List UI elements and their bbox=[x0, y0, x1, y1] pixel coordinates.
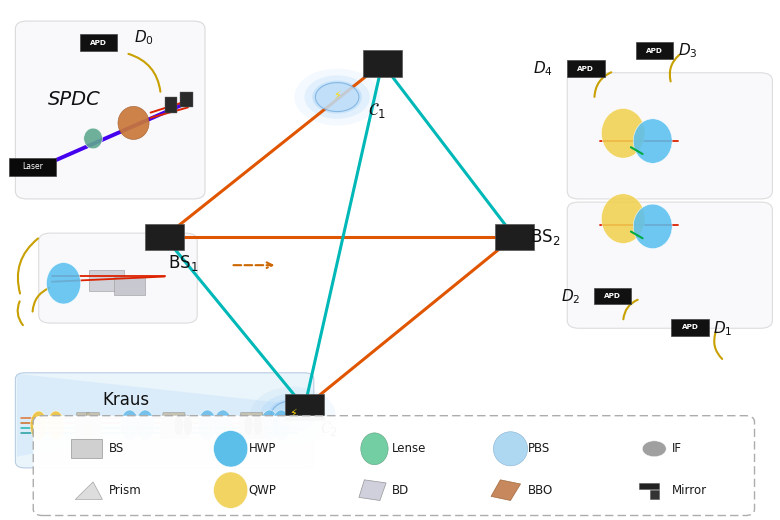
Text: $D_3$: $D_3$ bbox=[678, 41, 697, 60]
Ellipse shape bbox=[254, 415, 263, 436]
Circle shape bbox=[268, 399, 317, 432]
Bar bbox=[495, 224, 534, 250]
Text: BS$_2$: BS$_2$ bbox=[530, 227, 560, 246]
Text: $D_1$: $D_1$ bbox=[714, 319, 732, 337]
Bar bbox=[639, 483, 659, 489]
Ellipse shape bbox=[601, 109, 645, 158]
Ellipse shape bbox=[214, 431, 248, 467]
Polygon shape bbox=[160, 412, 188, 438]
Polygon shape bbox=[359, 480, 386, 501]
Bar bbox=[567, 60, 604, 77]
Ellipse shape bbox=[198, 410, 217, 441]
Text: SPDC: SPDC bbox=[48, 90, 101, 109]
Circle shape bbox=[294, 69, 380, 125]
Polygon shape bbox=[71, 439, 102, 458]
Text: APD: APD bbox=[682, 324, 698, 330]
Ellipse shape bbox=[120, 410, 139, 441]
Text: IF: IF bbox=[672, 443, 682, 456]
Ellipse shape bbox=[272, 410, 290, 441]
Text: HWP: HWP bbox=[249, 443, 276, 456]
Text: $D_4$: $D_4$ bbox=[534, 59, 553, 78]
Text: APD: APD bbox=[577, 66, 594, 72]
Ellipse shape bbox=[361, 433, 388, 465]
Ellipse shape bbox=[633, 119, 672, 163]
FancyBboxPatch shape bbox=[16, 373, 314, 468]
Text: QWP: QWP bbox=[249, 484, 276, 497]
Ellipse shape bbox=[633, 204, 672, 249]
FancyBboxPatch shape bbox=[567, 73, 772, 199]
Bar bbox=[145, 224, 184, 250]
Text: $\mathcal{C}_1$: $\mathcal{C}_1$ bbox=[368, 100, 386, 120]
FancyBboxPatch shape bbox=[567, 202, 772, 328]
Bar bbox=[363, 50, 402, 76]
Ellipse shape bbox=[214, 410, 232, 441]
Circle shape bbox=[315, 83, 359, 112]
Text: Prism: Prism bbox=[108, 484, 141, 497]
Bar bbox=[636, 42, 673, 59]
Ellipse shape bbox=[183, 415, 193, 436]
Circle shape bbox=[304, 75, 370, 119]
Text: BBO: BBO bbox=[528, 484, 554, 497]
Text: ⚡: ⚡ bbox=[333, 91, 341, 101]
Bar bbox=[650, 490, 659, 499]
Polygon shape bbox=[73, 412, 92, 438]
Bar bbox=[114, 277, 145, 295]
Text: $D_2$: $D_2$ bbox=[561, 287, 580, 306]
Text: $D_0$: $D_0$ bbox=[133, 28, 154, 47]
Text: APD: APD bbox=[646, 47, 663, 54]
Bar bbox=[594, 288, 631, 305]
Bar bbox=[285, 394, 324, 421]
Ellipse shape bbox=[83, 128, 102, 149]
Text: BS: BS bbox=[108, 443, 124, 456]
Bar bbox=[672, 319, 709, 335]
Ellipse shape bbox=[261, 410, 279, 441]
Ellipse shape bbox=[601, 194, 645, 243]
Polygon shape bbox=[238, 412, 266, 438]
FancyBboxPatch shape bbox=[34, 415, 754, 515]
Text: APD: APD bbox=[604, 293, 621, 299]
Polygon shape bbox=[491, 480, 520, 501]
Bar bbox=[165, 97, 177, 113]
Ellipse shape bbox=[47, 263, 80, 304]
Text: Lense: Lense bbox=[392, 443, 427, 456]
Ellipse shape bbox=[118, 107, 149, 139]
Ellipse shape bbox=[48, 411, 64, 440]
Text: Kraus: Kraus bbox=[102, 391, 150, 409]
Ellipse shape bbox=[642, 441, 666, 457]
Polygon shape bbox=[83, 412, 102, 438]
Text: APD: APD bbox=[90, 40, 107, 46]
Bar bbox=[9, 158, 56, 176]
Ellipse shape bbox=[244, 415, 254, 436]
Bar bbox=[89, 270, 124, 291]
Circle shape bbox=[312, 81, 362, 114]
Ellipse shape bbox=[136, 410, 154, 441]
Circle shape bbox=[261, 394, 325, 437]
Ellipse shape bbox=[214, 472, 248, 509]
Ellipse shape bbox=[494, 432, 527, 466]
Ellipse shape bbox=[174, 415, 183, 436]
Bar bbox=[180, 92, 193, 108]
Text: ⚡: ⚡ bbox=[289, 409, 296, 419]
Text: Mirror: Mirror bbox=[672, 484, 707, 497]
Circle shape bbox=[271, 401, 314, 430]
Polygon shape bbox=[17, 374, 300, 457]
Text: Laser: Laser bbox=[22, 162, 43, 172]
Polygon shape bbox=[75, 482, 102, 500]
Text: PBS: PBS bbox=[528, 443, 551, 456]
Ellipse shape bbox=[30, 411, 48, 440]
Circle shape bbox=[250, 387, 335, 444]
Text: $\mathcal{C}_2$: $\mathcal{C}_2$ bbox=[320, 419, 338, 438]
FancyBboxPatch shape bbox=[39, 233, 197, 323]
Text: BS$_1$: BS$_1$ bbox=[168, 253, 199, 272]
FancyBboxPatch shape bbox=[16, 21, 205, 199]
Text: BD: BD bbox=[392, 484, 410, 497]
Bar bbox=[80, 34, 117, 51]
